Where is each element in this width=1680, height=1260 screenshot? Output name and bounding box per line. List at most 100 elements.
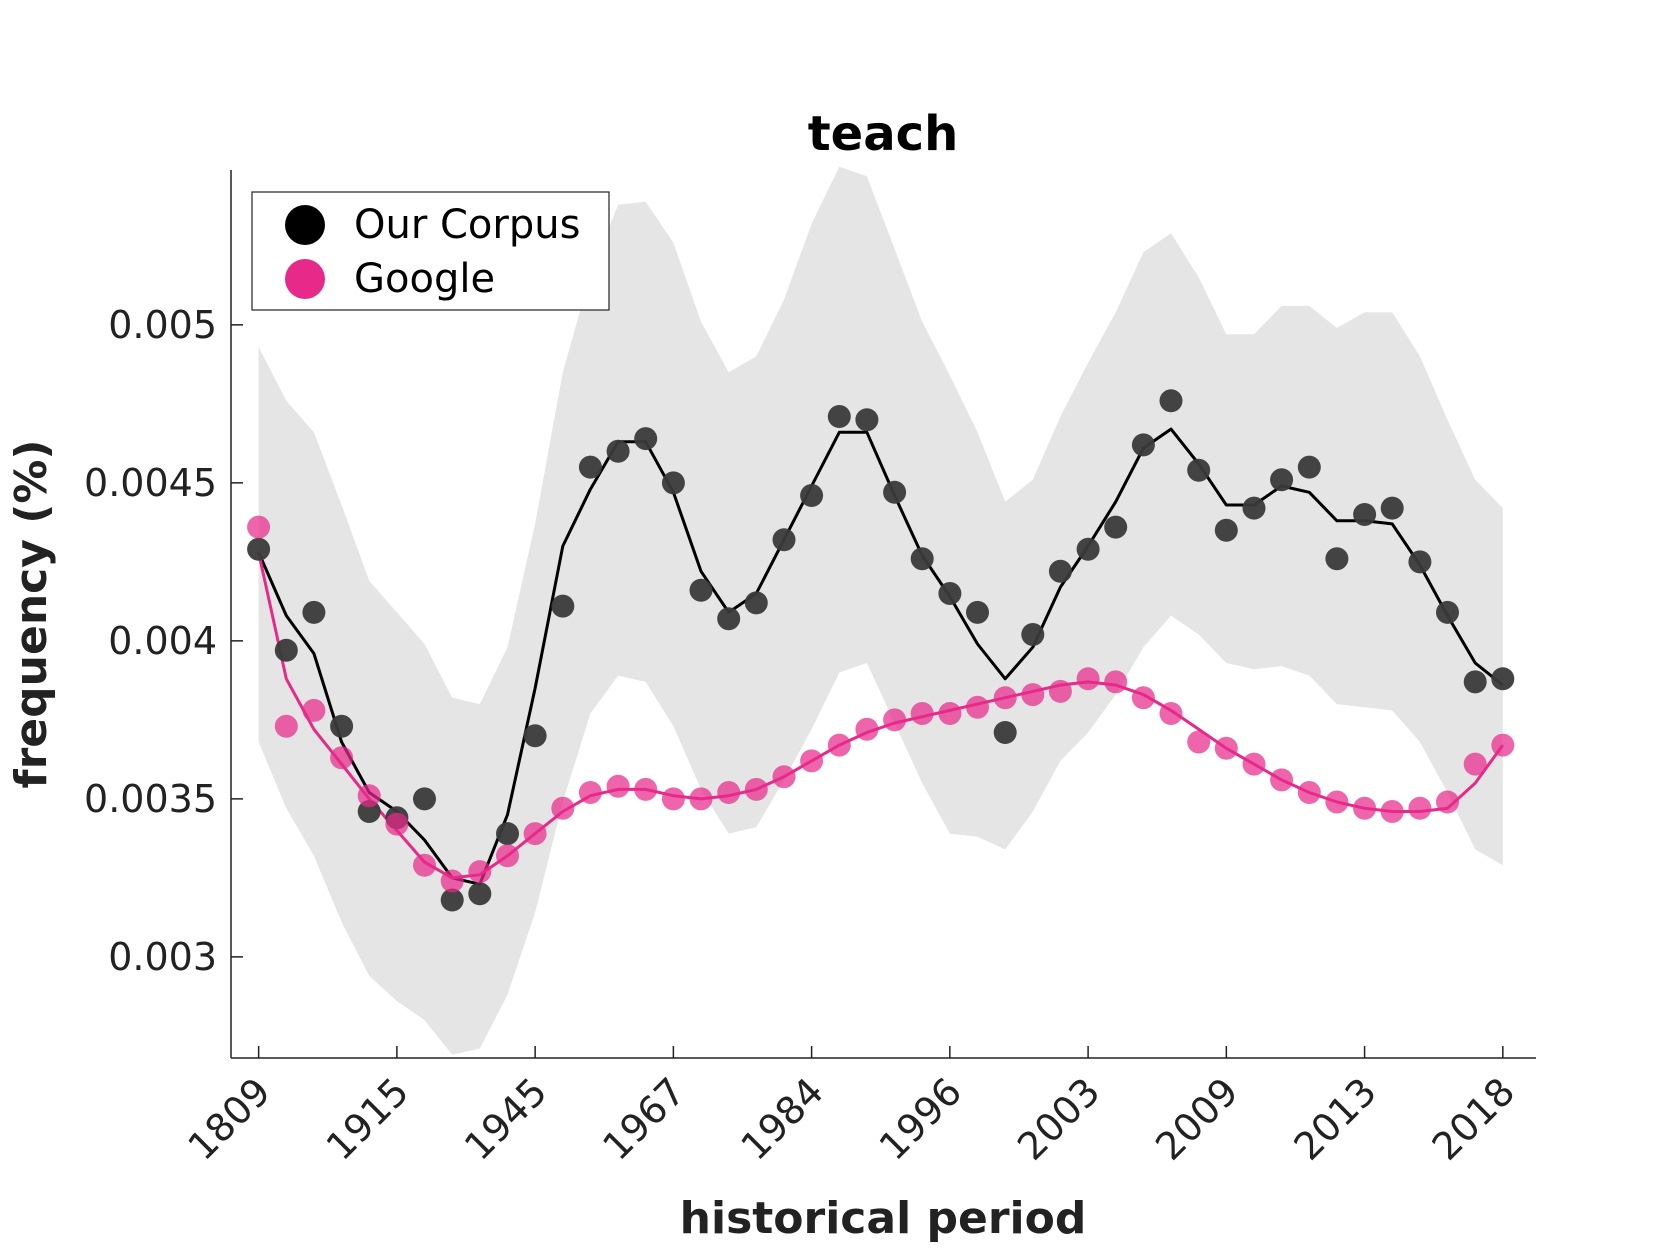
our-corpus-point	[1353, 503, 1377, 526]
our-corpus-point	[302, 600, 326, 624]
google-point	[744, 777, 768, 801]
google-point	[1021, 683, 1045, 707]
our-corpus-point	[855, 408, 879, 432]
google-point	[1187, 730, 1211, 754]
our-corpus-point	[772, 528, 796, 552]
google-point	[578, 781, 602, 804]
google-point	[1214, 736, 1238, 760]
y-ticks: 0.003 0.0035 0.004 0.0045 0.005	[84, 303, 243, 979]
our-corpus-point	[744, 591, 768, 615]
our-corpus-point	[938, 582, 962, 605]
x-tick-label: 1984	[732, 1069, 832, 1169]
google-point	[357, 784, 381, 808]
x-tick-label: 2003	[1009, 1069, 1109, 1169]
our-corpus-trend-line	[257, 427, 1504, 886]
google-point	[634, 777, 658, 801]
our-corpus-point	[634, 427, 658, 451]
y-tick-label: 0.0035	[84, 777, 217, 821]
our-corpus-point	[1436, 600, 1459, 624]
our-corpus-point	[1048, 559, 1072, 583]
google-point	[661, 787, 685, 811]
x-tick-label: 2009	[1147, 1069, 1247, 1169]
our-corpus-point	[827, 405, 851, 428]
our-corpus-point	[1021, 623, 1045, 646]
y-tick-label: 0.005	[108, 303, 217, 347]
our-corpus-point	[1297, 455, 1321, 479]
our-corpus-point	[966, 600, 989, 624]
our-corpus-point	[274, 638, 298, 662]
chart-title: teach	[808, 106, 959, 162]
our-corpus-point	[1380, 496, 1404, 520]
x-ticks: 1809 1915 1945 1967 1984 1996 2003 2009 2013 2018	[179, 1046, 1523, 1169]
google-point	[1325, 790, 1349, 814]
our-corpus-point	[1408, 550, 1432, 574]
our-corpus-point	[1491, 667, 1515, 691]
our-corpus-point	[468, 882, 492, 906]
our-corpus-point	[1131, 433, 1155, 457]
y-tick-label: 0.0045	[84, 461, 217, 505]
google-point	[302, 698, 326, 722]
confidence-band-layer	[258, 166, 1503, 1055]
legend-marker-our-corpus	[285, 205, 325, 245]
our-corpus-point	[800, 484, 824, 507]
google-point	[827, 733, 851, 757]
google-point	[993, 686, 1017, 710]
our-corpus-point	[357, 800, 381, 823]
x-tick-label: 1915	[318, 1069, 418, 1169]
legend: Our Corpus Google	[251, 191, 610, 311]
our-corpus-point	[993, 721, 1017, 744]
google-point	[1131, 686, 1155, 710]
our-corpus-point	[606, 439, 630, 463]
google-point	[1159, 702, 1183, 725]
our-corpus-point	[1463, 670, 1487, 694]
google-point	[1463, 752, 1487, 776]
x-tick-label: 2018	[1424, 1069, 1524, 1169]
our-corpus-point	[661, 471, 685, 495]
our-corpus-point	[496, 822, 519, 846]
google-point	[855, 717, 879, 741]
our-corpus-point	[523, 724, 547, 748]
google-point	[883, 708, 907, 732]
our-corpus-point	[440, 888, 464, 912]
our-corpus-point	[717, 607, 741, 631]
our-corpus-point	[1214, 518, 1238, 542]
google-point	[1380, 800, 1404, 823]
google-point	[247, 515, 271, 539]
legend-marker-google	[285, 259, 325, 299]
our-corpus-point	[1159, 389, 1183, 413]
google-point	[1408, 796, 1432, 820]
google-point	[551, 796, 575, 820]
google-point	[717, 781, 741, 804]
x-tick-label: 1945	[456, 1069, 556, 1169]
google-point	[440, 869, 464, 893]
google-point	[800, 749, 824, 773]
legend-label-our-corpus: Our Corpus	[354, 202, 580, 248]
our-corpus-point	[1242, 496, 1266, 520]
our-corpus-point	[413, 787, 436, 811]
our-corpus-point	[330, 714, 354, 738]
x-tick-label: 2013	[1285, 1069, 1385, 1169]
google-point	[1491, 733, 1515, 757]
google-point	[1104, 670, 1128, 694]
our-corpus-point	[1187, 458, 1211, 482]
x-tick-label: 1809	[179, 1069, 279, 1169]
google-point	[606, 774, 630, 798]
google-point	[496, 844, 519, 868]
google-point	[1353, 796, 1377, 820]
our-corpus-confidence-band	[258, 166, 1503, 1055]
our-corpus-point	[578, 455, 602, 479]
google-point	[1297, 781, 1321, 804]
axes	[230, 170, 1536, 1059]
x-axis-label: historical period	[680, 1193, 1087, 1244]
google-point	[1270, 768, 1294, 792]
google-point	[413, 853, 436, 877]
google-trend-line	[257, 552, 1505, 880]
x-tick-label: 1996	[871, 1069, 971, 1169]
y-axis-label: frequency (%)	[6, 439, 57, 788]
google-point	[938, 702, 962, 725]
google-point	[1242, 752, 1266, 776]
y-tick-label: 0.003	[108, 935, 217, 979]
our-corpus-point	[551, 594, 575, 618]
google-point	[1076, 667, 1100, 691]
google-point	[772, 765, 796, 789]
